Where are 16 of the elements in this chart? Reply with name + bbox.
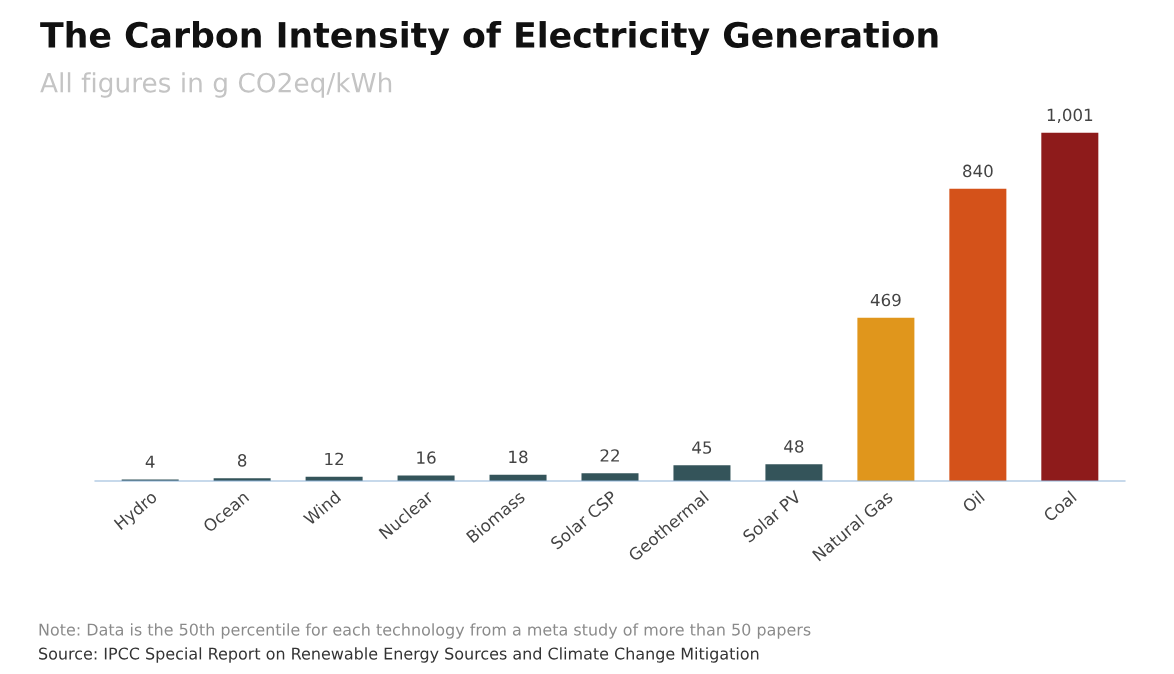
data-label: 12 [325, 452, 344, 466]
data-label: 18 [509, 450, 528, 464]
source-note: Source: IPCC Special Report on Renewable Energy Sources and Climate Change Mitigation [39, 647, 759, 663]
data-label: 469 [870, 293, 901, 307]
data-label: 22 [600, 449, 619, 462]
x-tick-label: Oil [961, 490, 985, 513]
chart-title: The Carbon Intensity of Electricity Generation [40, 21, 938, 55]
data-label: 45 [692, 441, 712, 454]
data-label: 1,001 [1047, 108, 1093, 123]
data-label: 840 [963, 164, 993, 178]
data-label: 16 [417, 451, 436, 464]
text: Note: Data is the 50th percentile for each technology from a meta study of more than 50 papers [39, 623, 811, 639]
data-label: 48 [784, 440, 804, 453]
data-label: 4 [145, 455, 155, 468]
data-label: 8 [237, 454, 247, 467]
chart-subtitle: All figures in g CO2eq/kWh [40, 72, 392, 98]
